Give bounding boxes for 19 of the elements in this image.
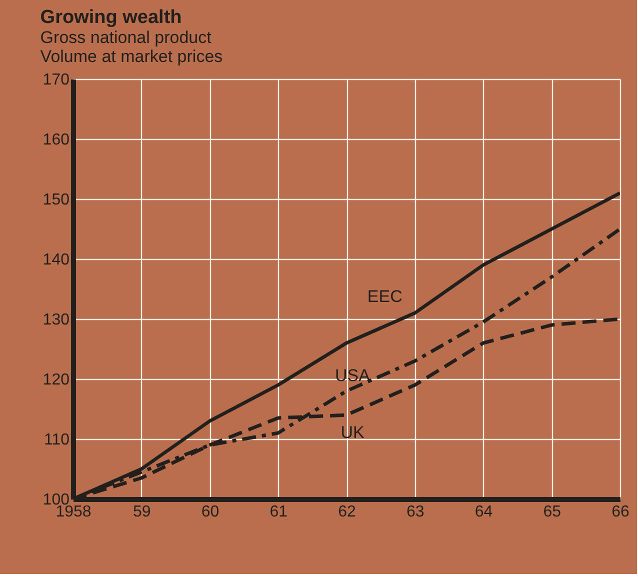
series-label: EEC (367, 287, 402, 306)
x-tick-label: 61 (270, 504, 288, 520)
y-tick-label: 170 (42, 72, 70, 88)
y-tick-label: 130 (42, 312, 70, 328)
y-tick-label: 140 (42, 252, 70, 268)
y-tick-label: 110 (44, 432, 70, 448)
text: Gross national product (40, 28, 212, 47)
x-tick-label: 65 (543, 504, 562, 520)
y-tick-label: 150 (42, 192, 70, 208)
x-tick-label: 66 (612, 504, 630, 520)
y-tick-label: 160 (42, 132, 70, 148)
x-tick-label: 60 (201, 504, 220, 520)
text: Volume at market prices (40, 47, 223, 66)
chart-title: Growing wealth (40, 7, 182, 28)
x-tick-label: 62 (338, 504, 356, 520)
x-tick-label: 59 (132, 504, 151, 520)
x-tick-label: 63 (406, 504, 424, 520)
y-tick-label: 120 (42, 372, 70, 388)
x-tick-label: 64 (474, 504, 493, 520)
